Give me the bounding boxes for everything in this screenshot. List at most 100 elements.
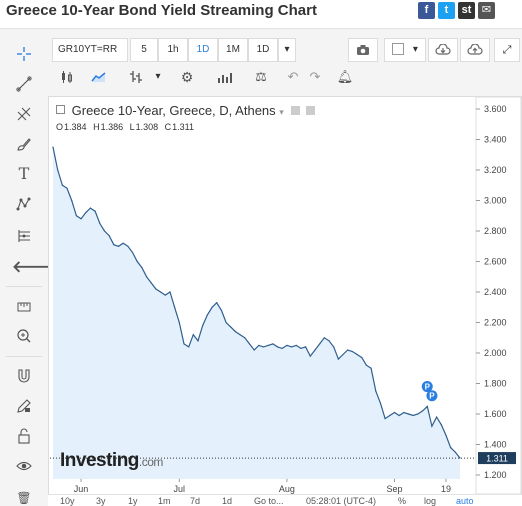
zoom-in-icon [17,329,31,343]
brush-tool[interactable] [12,132,36,156]
toolbar-bottom: ▾ ⚙ ⚖ ↶ ↷ 🔔︎ [48,66,522,92]
cloud-download-icon [435,43,451,55]
stocktwits-icon[interactable]: st [458,2,475,19]
investing-watermark: Investing.com [60,450,163,472]
eye-icon [16,461,32,471]
prediction-tool[interactable] [12,224,36,248]
low-label: L [129,122,135,132]
pencil-lock-icon [17,399,31,413]
trend-line-icon [16,76,32,92]
lock-drawings-tool[interactable] [12,424,36,448]
drawing-toolbar: T 🡐 [0,40,55,506]
fibonacci-icon [17,107,31,121]
high-label: H [93,122,100,132]
legend-collapse-icon[interactable] [56,105,65,114]
settings-button[interactable]: ⚙ [174,66,200,90]
watermark-suffix: .com [138,455,164,469]
caret-down-icon: ▾ [412,44,418,55]
zoom-in-tool[interactable] [12,324,36,348]
close-label: C [164,122,172,132]
divider [6,286,42,287]
range-7d[interactable]: 7d [190,496,201,506]
server-time: 05:28:01 (UTC-4) [306,496,377,506]
title-bar: Greece 10-Year Bond Yield Streaming Char… [0,0,522,26]
auto-toggle[interactable]: auto [456,496,474,506]
interval-1m[interactable]: 1M [218,38,248,62]
undo-icon: ↶ [287,69,299,84]
redo-button[interactable]: ↷ [304,66,326,90]
pattern-tool[interactable] [12,192,36,216]
interval-custom[interactable]: 1D [248,38,278,62]
chart-legend: Greece 10-Year, Greece, D, Athens ▾ [56,103,316,118]
bars-button[interactable] [124,66,148,90]
text-icon: T [18,164,30,183]
chart-panel[interactable] [48,96,522,506]
expand-icon: ⤢ [502,44,512,56]
page-title: Greece 10-Year Bond Yield Streaming Char… [6,2,317,19]
indicators-button[interactable] [212,66,238,90]
candles-button[interactable] [52,66,82,90]
twitter-icon[interactable]: t [438,2,455,19]
alert-button[interactable]: 🔔︎ [332,66,358,90]
caret-down-icon: ▾ [155,71,161,82]
facebook-icon[interactable]: f [418,2,435,19]
range-1d[interactable]: 1d [222,496,233,506]
percent-toggle[interactable]: % [398,496,407,506]
redo-icon: ↷ [309,69,321,84]
legend-settings-icon[interactable] [291,106,301,115]
caret-down-icon[interactable]: ▾ [279,107,284,117]
chart-type-dropdown[interactable]: ▾ [150,66,166,90]
undo-button[interactable]: ↶ [282,66,304,90]
gear-icon: ⚙ [180,69,194,85]
magnet-tool[interactable] [12,364,36,388]
color-swatch-icon [392,43,405,56]
save-chart-button[interactable] [460,38,490,62]
watermark-brand: Investing [60,450,139,471]
range-1m[interactable]: 1m [158,496,171,506]
caret-down-icon: ▾ [284,44,290,55]
range-1y[interactable]: 1y [128,496,138,506]
ruler-icon [17,302,31,312]
close-value: 1.311 [172,122,195,132]
log-toggle[interactable]: log [424,496,437,506]
symbol-input[interactable]: GR10YT=RR [52,38,128,62]
interval-1d[interactable]: 1D [188,38,218,62]
area-chart-icon [91,72,106,82]
area-chart-button[interactable] [84,66,114,90]
fibonacci-tool[interactable] [12,102,36,126]
balance-scale-icon: ⚖ [255,69,267,84]
compare-button[interactable]: ⚖ [248,66,274,90]
stay-in-drawing-tool[interactable] [12,394,36,418]
range-3y[interactable]: 3y [96,496,106,506]
remove-drawings-tool[interactable]: 🗑︎ [12,486,36,506]
bell-icon: 🔔︎ [336,69,354,84]
toolbar-top: GR10YT=RR 5 1h 1D 1M 1D ▾ ▾ [48,38,522,64]
load-chart-button[interactable] [428,38,458,62]
trend-line-tool[interactable] [12,72,36,96]
interval-1h[interactable]: 1h [158,38,188,62]
magnet-icon [18,369,30,383]
range-bar: 10y 3y 1y 1m 7d 1d Go to... 05:28:01 (UT… [48,494,522,506]
text-tool[interactable]: T [12,162,36,186]
open-label: O [56,122,64,132]
ohlc-values: O1.384 H1.386 L1.308 C1.311 [56,122,198,132]
camera-icon [357,45,369,55]
hide-drawings-tool[interactable] [12,454,36,478]
measure-tool[interactable] [12,294,36,318]
indicators-icon [218,73,232,83]
collapse-toolbar-button[interactable]: 🡐 [12,256,55,280]
crosshair-tool[interactable] [12,42,36,66]
crosshair-icon [17,47,31,61]
fullscreen-button[interactable]: ⤢ [494,38,520,62]
interval-5[interactable]: 5 [130,38,158,62]
snapshot-button[interactable] [348,38,378,62]
range-10y[interactable]: 10y [60,496,75,506]
legend-symbol-title: Greece 10-Year, Greece, D, Athens [71,103,276,118]
arrow-left-icon: 🡐 [12,259,55,276]
goto-button[interactable]: Go to... [254,496,284,506]
interval-dropdown[interactable]: ▾ [278,38,296,62]
email-icon[interactable]: ✉ [478,2,495,19]
color-picker-button[interactable]: ▾ [384,38,426,62]
legend-close-icon[interactable] [306,106,316,115]
